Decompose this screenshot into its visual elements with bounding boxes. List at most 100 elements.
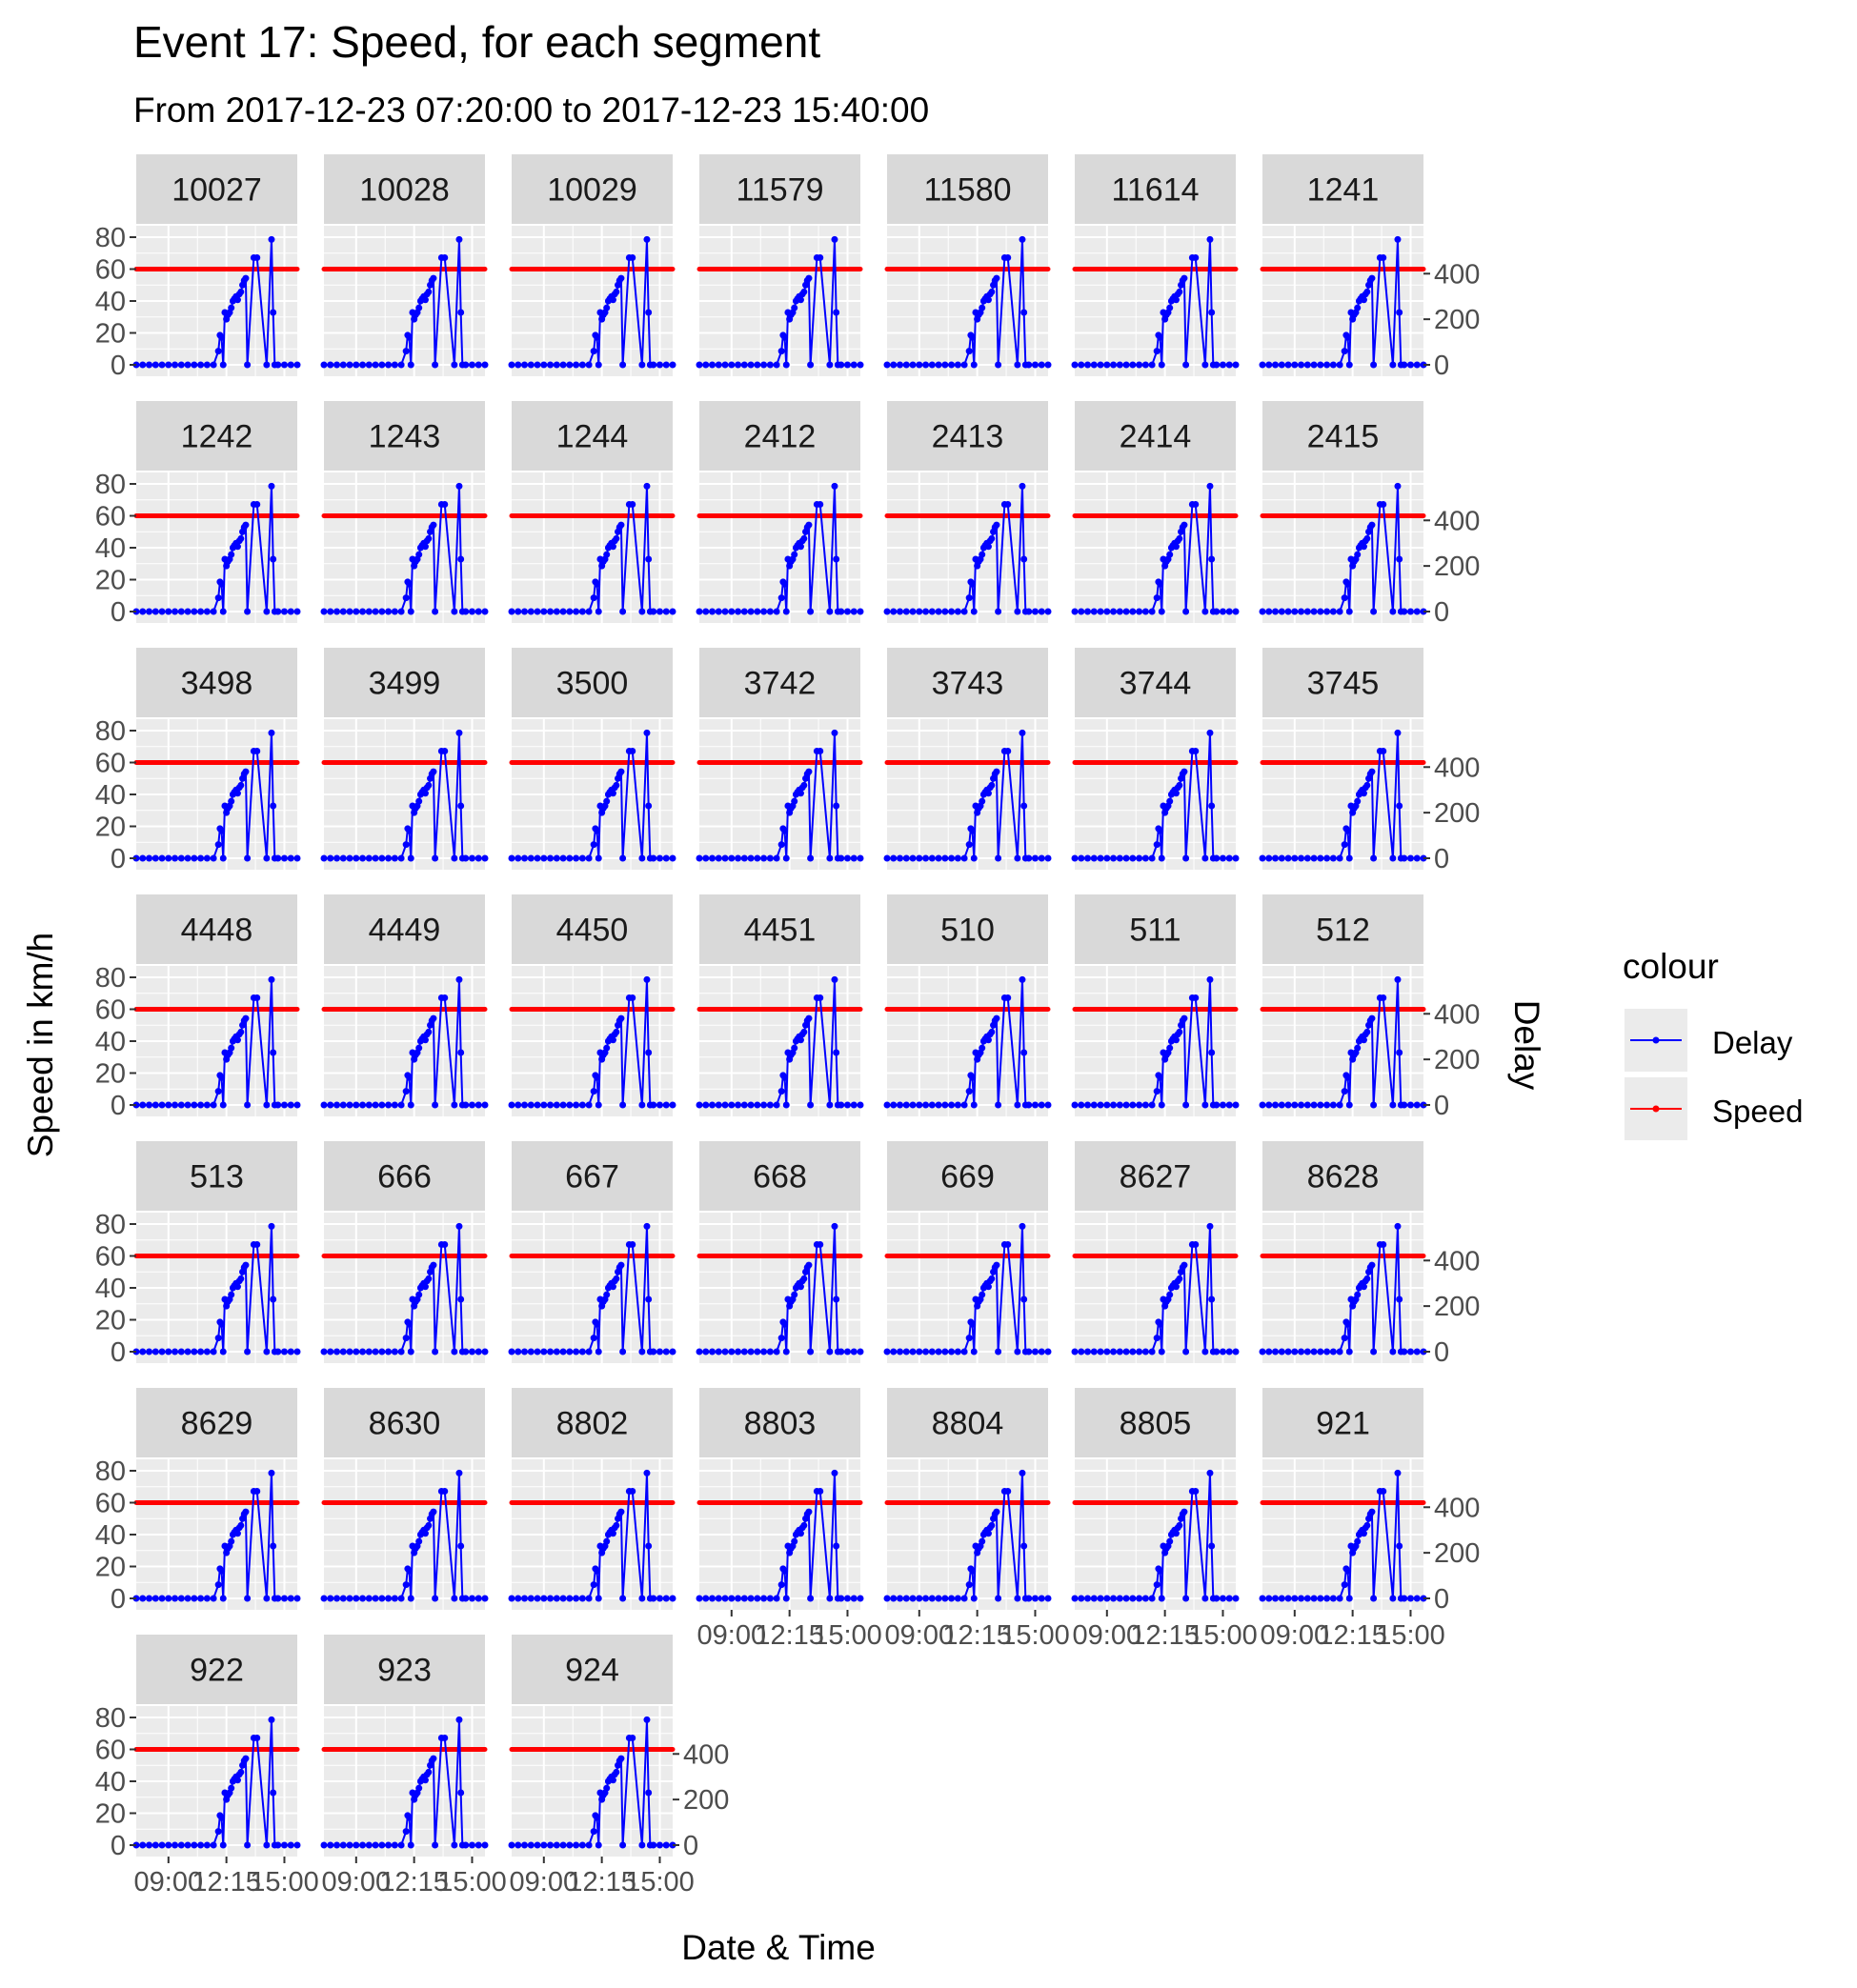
- speed-point: [1285, 760, 1291, 765]
- delay-point: [1278, 1595, 1285, 1602]
- speed-point: [1285, 1007, 1291, 1012]
- delay-point: [397, 608, 405, 615]
- delay-point: [1344, 1074, 1352, 1081]
- delay-point: [228, 1784, 235, 1792]
- delay-point: [559, 854, 567, 862]
- delay-point: [613, 781, 620, 789]
- delay-point: [609, 543, 616, 551]
- speed-point: [1362, 1007, 1368, 1012]
- x-tick-label: 12:15: [379, 1867, 449, 1898]
- delay-point: [850, 1101, 858, 1109]
- speed-point: [275, 513, 281, 518]
- delay-point: [274, 1841, 282, 1849]
- delay-point: [638, 1595, 646, 1602]
- speed-point: [1292, 267, 1298, 271]
- delay-point: [773, 1101, 780, 1109]
- delay-point: [165, 608, 172, 615]
- speed-point: [328, 1254, 333, 1258]
- delay-point: [1084, 361, 1092, 369]
- speed-point: [1162, 1007, 1168, 1012]
- y-tick-label: 40: [95, 287, 126, 317]
- y2-tick-label: 400: [1434, 999, 1480, 1030]
- delay-point: [468, 1101, 475, 1109]
- speed-point: [373, 1254, 378, 1258]
- delay-point: [817, 994, 824, 1002]
- speed-point: [1104, 1007, 1110, 1012]
- speed-point: [243, 513, 249, 518]
- delay-point: [573, 1348, 580, 1355]
- speed-point: [1273, 1500, 1279, 1505]
- delay-point: [540, 1595, 548, 1602]
- speed-point: [1104, 760, 1110, 765]
- delay-point: [244, 608, 252, 615]
- speed-point: [994, 760, 999, 765]
- speed-point: [230, 1747, 235, 1752]
- delay-point: [151, 1595, 159, 1602]
- delay-point: [287, 608, 294, 615]
- speed-point: [152, 760, 158, 765]
- delay-point: [984, 543, 992, 551]
- delay-point: [1265, 1101, 1273, 1109]
- delay-point: [455, 1716, 463, 1723]
- delay-point: [1025, 854, 1033, 862]
- delay-point: [263, 1841, 271, 1849]
- speed-point: [637, 1500, 643, 1505]
- delay-point: [954, 854, 961, 862]
- speed-point: [392, 1254, 397, 1258]
- speed-point: [431, 1747, 436, 1752]
- delay-point: [662, 1841, 670, 1849]
- delay-point: [613, 1521, 620, 1529]
- delay-point: [1071, 1101, 1079, 1109]
- delay-point: [1259, 1101, 1266, 1109]
- speed-point: [450, 513, 455, 518]
- delay-point: [1354, 1291, 1362, 1298]
- delay-point: [237, 1521, 245, 1529]
- speed-point: [147, 267, 152, 271]
- speed-point: [955, 1254, 960, 1258]
- speed-point: [605, 513, 611, 518]
- speed-point: [748, 760, 754, 765]
- x-tick-label: 09:00: [134, 1867, 204, 1898]
- speed-point: [574, 1254, 579, 1258]
- speed-point: [923, 1254, 929, 1258]
- speed-point: [185, 1500, 191, 1505]
- speed-point: [1039, 1007, 1044, 1012]
- delay-point: [391, 1101, 398, 1109]
- delay-point: [645, 1542, 653, 1550]
- speed-point: [172, 760, 178, 765]
- speed-point: [528, 760, 534, 765]
- y-tick-label: 20: [95, 1799, 126, 1830]
- facet-panel: 8630: [320, 1388, 489, 1610]
- delay-point: [656, 1348, 663, 1355]
- delay-point: [1019, 1469, 1026, 1476]
- delay-point: [146, 361, 153, 369]
- delay-point: [184, 1841, 192, 1849]
- delay-point: [197, 608, 205, 615]
- delay-point: [268, 482, 275, 490]
- speed-point: [586, 1500, 592, 1505]
- delay-point: [1291, 1101, 1299, 1109]
- delay-point: [902, 1348, 910, 1355]
- speed-point: [663, 267, 669, 271]
- delay-point: [474, 608, 482, 615]
- delay-point: [760, 608, 768, 615]
- y2-tick-label: 0: [1434, 1091, 1449, 1121]
- speed-point: [1137, 1254, 1142, 1258]
- delay-point: [333, 608, 341, 615]
- speed-point: [366, 513, 372, 518]
- speed-point: [192, 760, 197, 765]
- delay-point: [909, 608, 917, 615]
- delay-point: [781, 1567, 789, 1575]
- delay-point: [1413, 608, 1421, 615]
- delay-point: [270, 555, 277, 563]
- facet-strip-label: 2412: [744, 419, 817, 455]
- delay-point: [1341, 1581, 1348, 1589]
- speed-point: [1091, 1007, 1097, 1012]
- speed-point: [1369, 267, 1375, 271]
- delay-point: [210, 361, 217, 369]
- speed-point: [656, 1007, 662, 1012]
- delay-point: [988, 1028, 996, 1035]
- delay-point: [747, 361, 755, 369]
- speed-point: [1279, 267, 1284, 271]
